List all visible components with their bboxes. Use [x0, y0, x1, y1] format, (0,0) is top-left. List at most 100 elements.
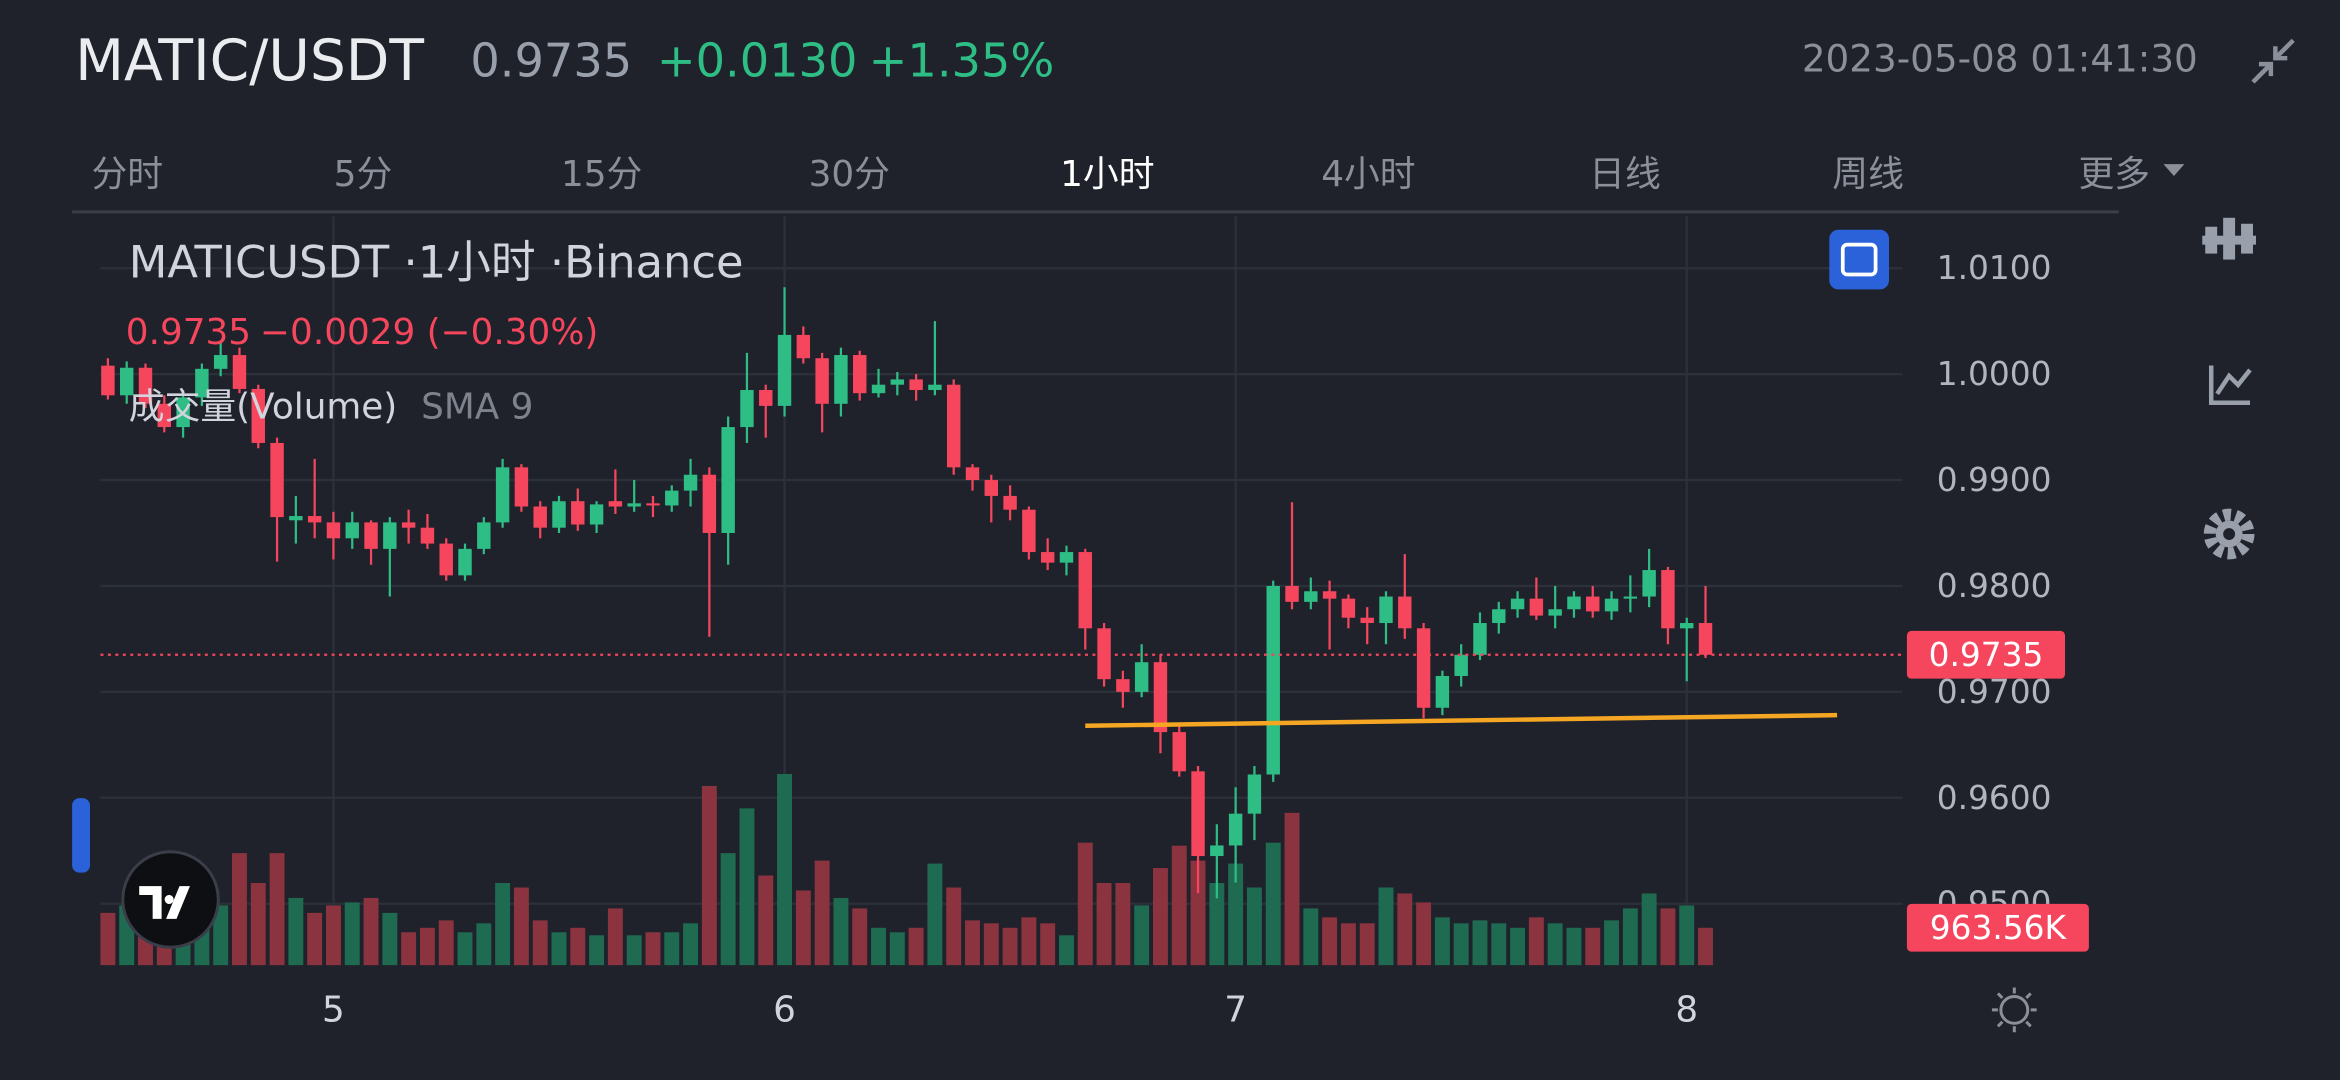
candle-body [1153, 662, 1168, 733]
volume-bar [100, 912, 116, 966]
candle-body [1567, 596, 1581, 610]
volume-bar [814, 860, 830, 966]
interval-tab[interactable]: 5分 [334, 154, 393, 195]
volume-bar [438, 920, 454, 966]
candle-body [1210, 845, 1224, 857]
candle-body [495, 467, 510, 523]
side-tab[interactable] [72, 798, 90, 873]
candle-body [307, 516, 322, 523]
settings-icon[interactable] [2203, 508, 2255, 560]
x-tick-label: 8 [1675, 989, 1698, 1030]
interval-tab[interactable]: 15分 [561, 154, 642, 195]
volume-bar [777, 774, 792, 966]
candle-body [1529, 598, 1544, 616]
candle-body [759, 390, 773, 406]
candle-body [646, 503, 660, 506]
legend-change: −0.0029 (−0.30%) [260, 312, 598, 353]
volume-bar [720, 853, 736, 966]
interval-tab[interactable]: 30分 [809, 154, 890, 195]
volume-bar [213, 905, 229, 966]
volume-bar [965, 920, 980, 966]
collapse-icon[interactable] [2251, 38, 2295, 84]
candle-body [796, 334, 811, 359]
last-price-tag [1906, 630, 2066, 679]
price: 0.9735 [470, 34, 632, 88]
volume-bar [701, 785, 717, 966]
volume-bar [1378, 887, 1394, 966]
volume-bar [1416, 902, 1432, 966]
candle-body [270, 442, 284, 518]
volume-bar [983, 923, 999, 966]
volume-bar [871, 927, 886, 966]
volume-bar [495, 883, 511, 966]
candle-body [1642, 570, 1656, 597]
candle-body [458, 548, 472, 576]
candle-body [1398, 596, 1412, 629]
volume-bar [683, 923, 699, 966]
candle-tool-icon[interactable] [2202, 217, 2256, 260]
volume-bar [626, 935, 642, 966]
volume-bar [645, 932, 661, 966]
interval-tab[interactable]: 1小时 [1060, 154, 1154, 195]
volume-bar [1434, 917, 1450, 966]
candle-body [514, 467, 529, 507]
interval-tab[interactable]: 周线 [1832, 154, 1904, 195]
last-volume-label: 963.56K [1930, 909, 2068, 947]
candle-body [1623, 596, 1638, 599]
candle-body [1247, 774, 1262, 814]
volume-bar [1002, 927, 1018, 966]
candle-body [1473, 623, 1487, 655]
volume-bar [307, 912, 323, 966]
volume-bar [1284, 812, 1300, 966]
volume-bar [1679, 905, 1695, 966]
volume-sma: SMA 9 [421, 387, 533, 428]
candle-body [1304, 591, 1318, 602]
y-tick-label: 0.9600 [1937, 779, 2052, 817]
volume-bar [457, 932, 473, 966]
volume-bar [1585, 927, 1601, 966]
candle-body [834, 355, 848, 404]
volume-bar [1059, 935, 1074, 966]
datetime: 2023-05-08 01:41:30 [1802, 37, 2198, 81]
interval-tab[interactable]: 4小时 [1321, 154, 1415, 195]
volume-bar [1340, 923, 1356, 966]
interval-tab[interactable]: 分时 [91, 154, 163, 195]
candle-body [1548, 609, 1562, 616]
volume-bar [664, 932, 680, 966]
volume-bar [946, 887, 962, 966]
candle-body [702, 474, 717, 533]
volume-bar [889, 932, 905, 966]
volume-bar [1228, 863, 1244, 966]
candle-body [552, 501, 566, 528]
volume-bar [833, 897, 849, 966]
candle-body [364, 522, 378, 549]
volume-bar [908, 927, 924, 966]
volume-bar [795, 890, 811, 966]
volume-bar [1453, 923, 1469, 966]
time-axis-settings[interactable] [1991, 987, 2037, 1033]
volume-bar [758, 875, 774, 966]
candle-body [890, 379, 905, 385]
interval-tab[interactable]: 更多 [2078, 154, 2150, 195]
volume-bar [269, 853, 285, 966]
volume-bar [344, 902, 360, 966]
indicator-icon[interactable] [2208, 365, 2252, 405]
x-tick-label: 5 [322, 989, 345, 1030]
candle-body [1341, 598, 1356, 618]
y-tick-label: 0.9800 [1937, 567, 2052, 605]
candle-body [383, 522, 397, 549]
interval-tab[interactable]: 日线 [1589, 154, 1661, 195]
candle-body [213, 355, 228, 369]
candle-body [909, 379, 923, 391]
volume-bar [1265, 842, 1281, 966]
candle-body [1191, 771, 1205, 857]
x-tick-label: 6 [773, 989, 796, 1030]
volume-bar [250, 883, 266, 966]
candle-body [420, 527, 435, 544]
volume-bar [570, 927, 586, 966]
candle-body [1586, 596, 1600, 612]
fullscreen-button[interactable] [1829, 229, 1890, 290]
volume-bar [852, 908, 868, 966]
volume-bar [1566, 927, 1582, 966]
